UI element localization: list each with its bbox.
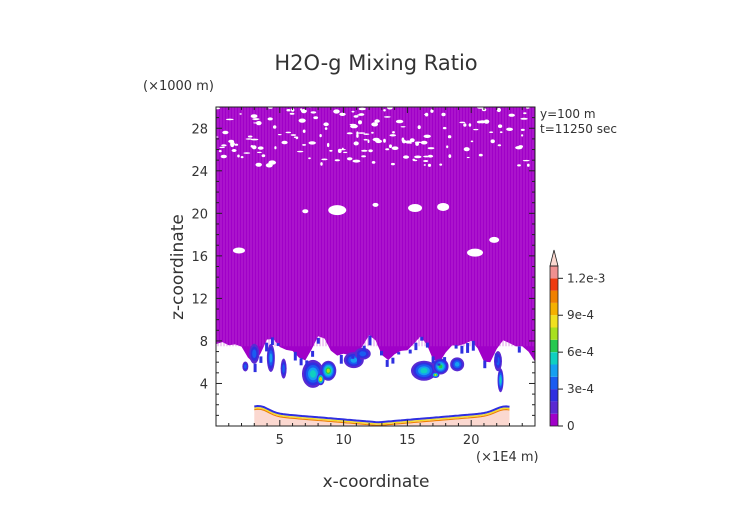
colorbar-swatch bbox=[550, 302, 558, 316]
colorbar-swatch bbox=[550, 290, 558, 303]
colorbar-swatch bbox=[550, 389, 558, 402]
colorbar-tick-label: 0 bbox=[567, 419, 575, 433]
y-tick-label: 20 bbox=[191, 207, 208, 222]
x-axis-label: x-coordinate bbox=[323, 472, 430, 492]
colorbar-tick-label: 9e-4 bbox=[567, 308, 594, 322]
y-axis-label: z-coordinate bbox=[168, 214, 188, 320]
x-tick-label: 20 bbox=[463, 433, 480, 448]
layer-base-fringe bbox=[253, 335, 521, 373]
x-tick-label: 15 bbox=[399, 433, 416, 448]
colorbar-swatch bbox=[550, 401, 558, 414]
colorbar-swatch bbox=[550, 327, 558, 340]
annotation-y: y=100 m bbox=[540, 107, 596, 121]
colorbar-swatch bbox=[550, 339, 558, 353]
colorbar-frame bbox=[549, 265, 559, 427]
colorbar-swatch bbox=[550, 413, 558, 426]
colorbar-swatch bbox=[550, 376, 558, 390]
y-tick-label: 12 bbox=[191, 292, 208, 307]
colorbar-swatch bbox=[550, 315, 558, 328]
y-tick-label: 24 bbox=[191, 165, 208, 180]
y-unit-label: (×1000 m) bbox=[143, 79, 214, 94]
surface-band-blue bbox=[254, 404, 510, 424]
x-unit-label: (×1E4 m) bbox=[476, 450, 539, 465]
colorbar-extend-arrow bbox=[549, 249, 559, 267]
y-tick-label: 4 bbox=[200, 377, 208, 392]
annotation-time: t=11250 sec bbox=[540, 122, 617, 136]
plot-axes: 5 10 15 20 4 8 12 16 20 24 28 bbox=[191, 106, 536, 448]
colorbar-swatch bbox=[550, 266, 558, 279]
colorbar-swatch bbox=[550, 352, 558, 365]
y-tick-label: 16 bbox=[191, 250, 208, 265]
moist-layer-region bbox=[216, 107, 535, 364]
colorbar-tick-label: 3e-4 bbox=[567, 382, 594, 396]
x-tick-label: 5 bbox=[276, 433, 284, 448]
colorbar-tick-label: 1.2e-3 bbox=[567, 271, 605, 285]
y-tick-label: 8 bbox=[200, 335, 208, 350]
dry-gaps bbox=[216, 107, 530, 257]
colorbar-swatch bbox=[550, 364, 558, 377]
colorbar-tick-label: 6e-4 bbox=[567, 345, 594, 359]
colorbar: 1.2e-3 9e-4 6e-4 3e-4 0 bbox=[549, 249, 605, 433]
heatmap-field bbox=[216, 107, 535, 426]
chart-title: H2O-g Mixing Ratio bbox=[274, 51, 477, 75]
colorbar-swatch bbox=[550, 278, 558, 291]
x-tick-label: 10 bbox=[335, 433, 352, 448]
y-tick-label: 28 bbox=[191, 122, 208, 137]
